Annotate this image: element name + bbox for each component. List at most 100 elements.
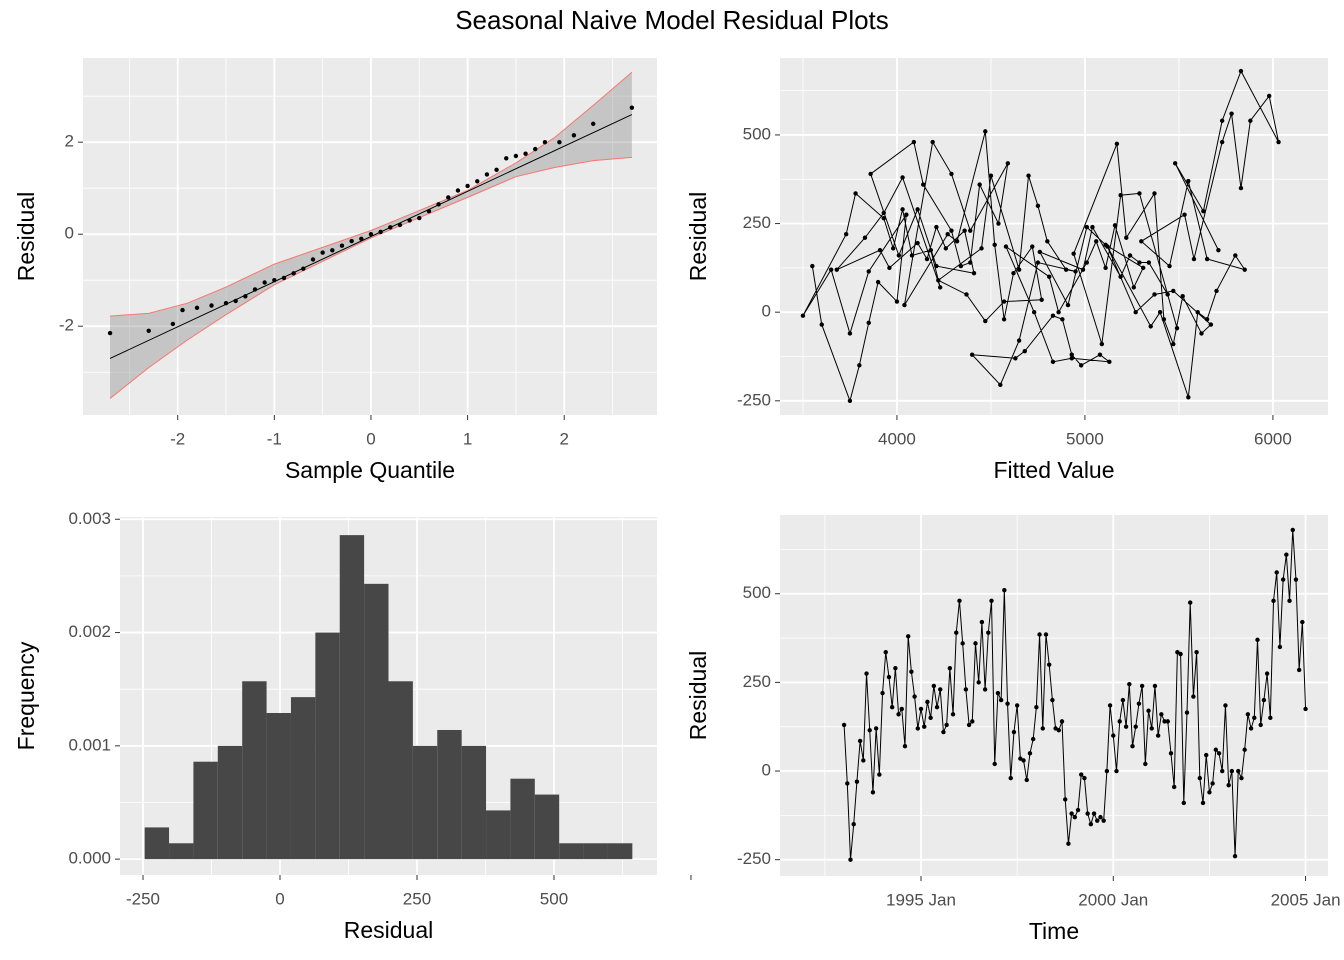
point [465,183,470,189]
point [1035,203,1041,209]
point [853,191,858,196]
point [1002,587,1007,593]
point [1137,260,1142,265]
point [146,328,151,334]
point [800,313,806,318]
point [912,694,917,699]
point [1252,715,1257,721]
point [223,301,229,306]
point [1021,758,1026,763]
point [1266,93,1272,99]
point [922,724,927,729]
point [1181,800,1186,806]
point [947,665,953,671]
point [1161,317,1167,322]
point [1084,224,1090,230]
histogram-bar [437,729,462,860]
point [1069,356,1074,361]
point [894,299,900,304]
histogram-bar [534,794,560,860]
histogram-bar [217,745,243,860]
point [1261,697,1267,703]
x-tick-label: -2 [170,429,185,448]
point [1046,662,1052,667]
point [1118,274,1123,279]
point [880,690,885,696]
point [1290,527,1295,533]
x-tick-label: 5000 [1066,429,1104,448]
point [1030,244,1035,249]
point [1168,751,1174,756]
point [1236,768,1241,774]
point [1014,703,1020,708]
point [928,715,933,721]
point [988,173,994,178]
point [1026,173,1031,178]
panel [83,58,657,415]
point [945,231,950,237]
histogram-bar [412,745,438,860]
point [1008,775,1013,781]
point [1037,249,1043,255]
point [875,279,881,285]
point [1186,178,1191,184]
y-tick-label: 500 [743,583,771,602]
point [904,212,909,217]
point [810,263,815,269]
point [1053,726,1058,731]
point [864,671,869,676]
point [1130,744,1135,749]
point [1201,208,1206,214]
point [964,292,969,297]
point [1152,191,1157,196]
point [943,246,949,251]
point [1022,348,1027,354]
point [1133,309,1138,315]
y-tick-label: -250 [737,849,771,868]
point [887,265,892,271]
point [1204,317,1210,322]
point [986,630,991,635]
point [494,167,499,172]
point [905,634,911,639]
point [1195,309,1200,315]
point [934,263,939,269]
point [1045,239,1050,244]
point [966,722,972,728]
point [1162,719,1167,724]
point [857,738,863,744]
point [1277,644,1283,650]
point [976,680,981,685]
point [873,726,879,731]
point [915,726,921,731]
point [936,278,941,283]
point [900,207,905,212]
point [1216,247,1221,253]
point [1271,598,1276,604]
point [960,641,965,646]
point [1060,317,1065,322]
point [1248,118,1253,123]
point [899,706,904,712]
point [877,247,883,253]
point [1001,299,1007,304]
x-tick-label: 4000 [878,429,916,448]
point [1191,694,1196,699]
point [1248,726,1254,731]
point [1131,285,1137,290]
point [339,243,345,248]
point [938,687,943,692]
y-tick-label: 0 [762,302,771,321]
point [243,294,248,299]
point [1016,267,1022,272]
point [475,179,480,184]
point [954,630,959,635]
point [1219,139,1225,145]
point [1011,729,1017,735]
point [968,228,973,233]
point [436,202,441,207]
point [1139,683,1145,689]
point [252,287,258,292]
band-lower [109,156,632,399]
